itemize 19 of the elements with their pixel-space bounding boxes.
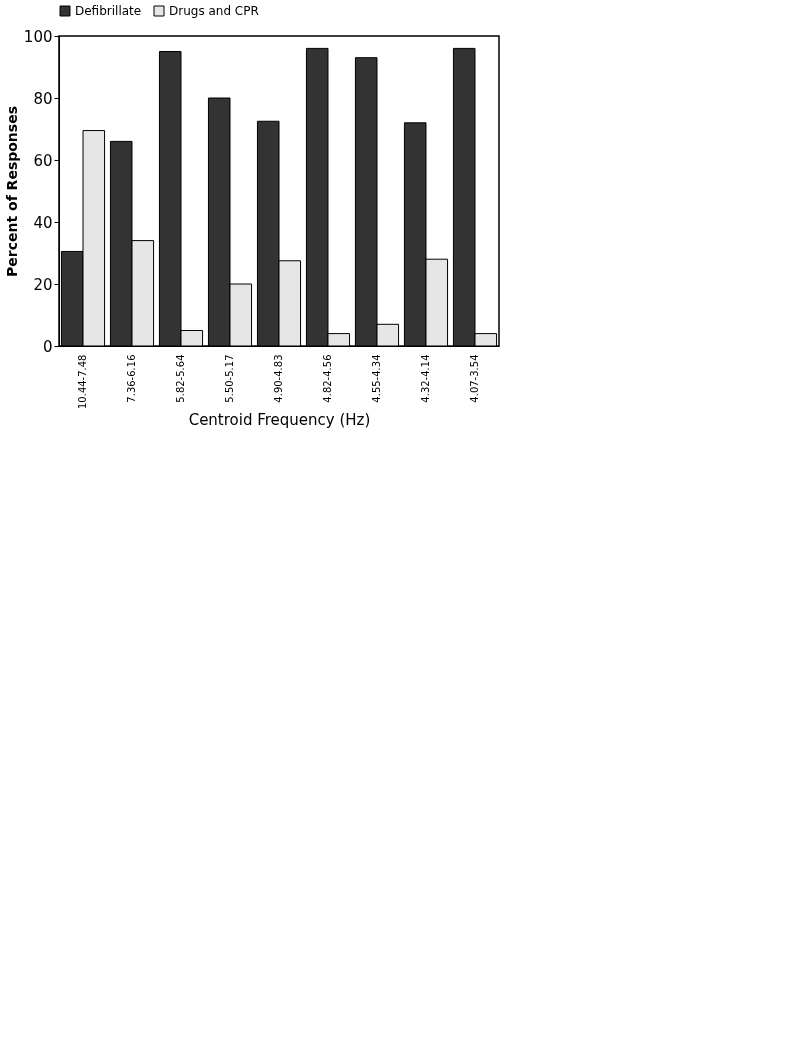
x-axis-title: Centroid Frequency (Hz): [188, 411, 371, 429]
x-tick-label: 5.50-5.17: [224, 354, 235, 403]
x-tick-label: 4.32-4.14: [419, 354, 431, 403]
x-tick-label: 5.82-5.64: [175, 354, 186, 403]
x-tick-label: 4.07-3.54: [468, 354, 480, 403]
x-tick-label: 10.44-7.48: [77, 354, 89, 410]
y-tick-label: 40: [33, 213, 53, 232]
y-tick-label: 0: [42, 337, 53, 356]
legend-label: Drugs and CPR: [169, 4, 259, 18]
y-axis-title: Percent of Responses: [3, 106, 20, 277]
x-tick-label: 4.55-4.34: [371, 354, 382, 403]
x-tick-label: 4.82-4.56: [322, 354, 333, 403]
y-tick-label: 100: [23, 27, 53, 46]
y-tick-label: 20: [33, 275, 53, 294]
y-tick-label: 60: [33, 151, 53, 170]
x-tick-label: 4.90-4.83: [273, 354, 284, 403]
legend-label: Defibrillate: [75, 4, 142, 18]
y-tick-label: 80: [33, 89, 53, 108]
x-tick-label: 7.36-6.16: [126, 354, 138, 403]
